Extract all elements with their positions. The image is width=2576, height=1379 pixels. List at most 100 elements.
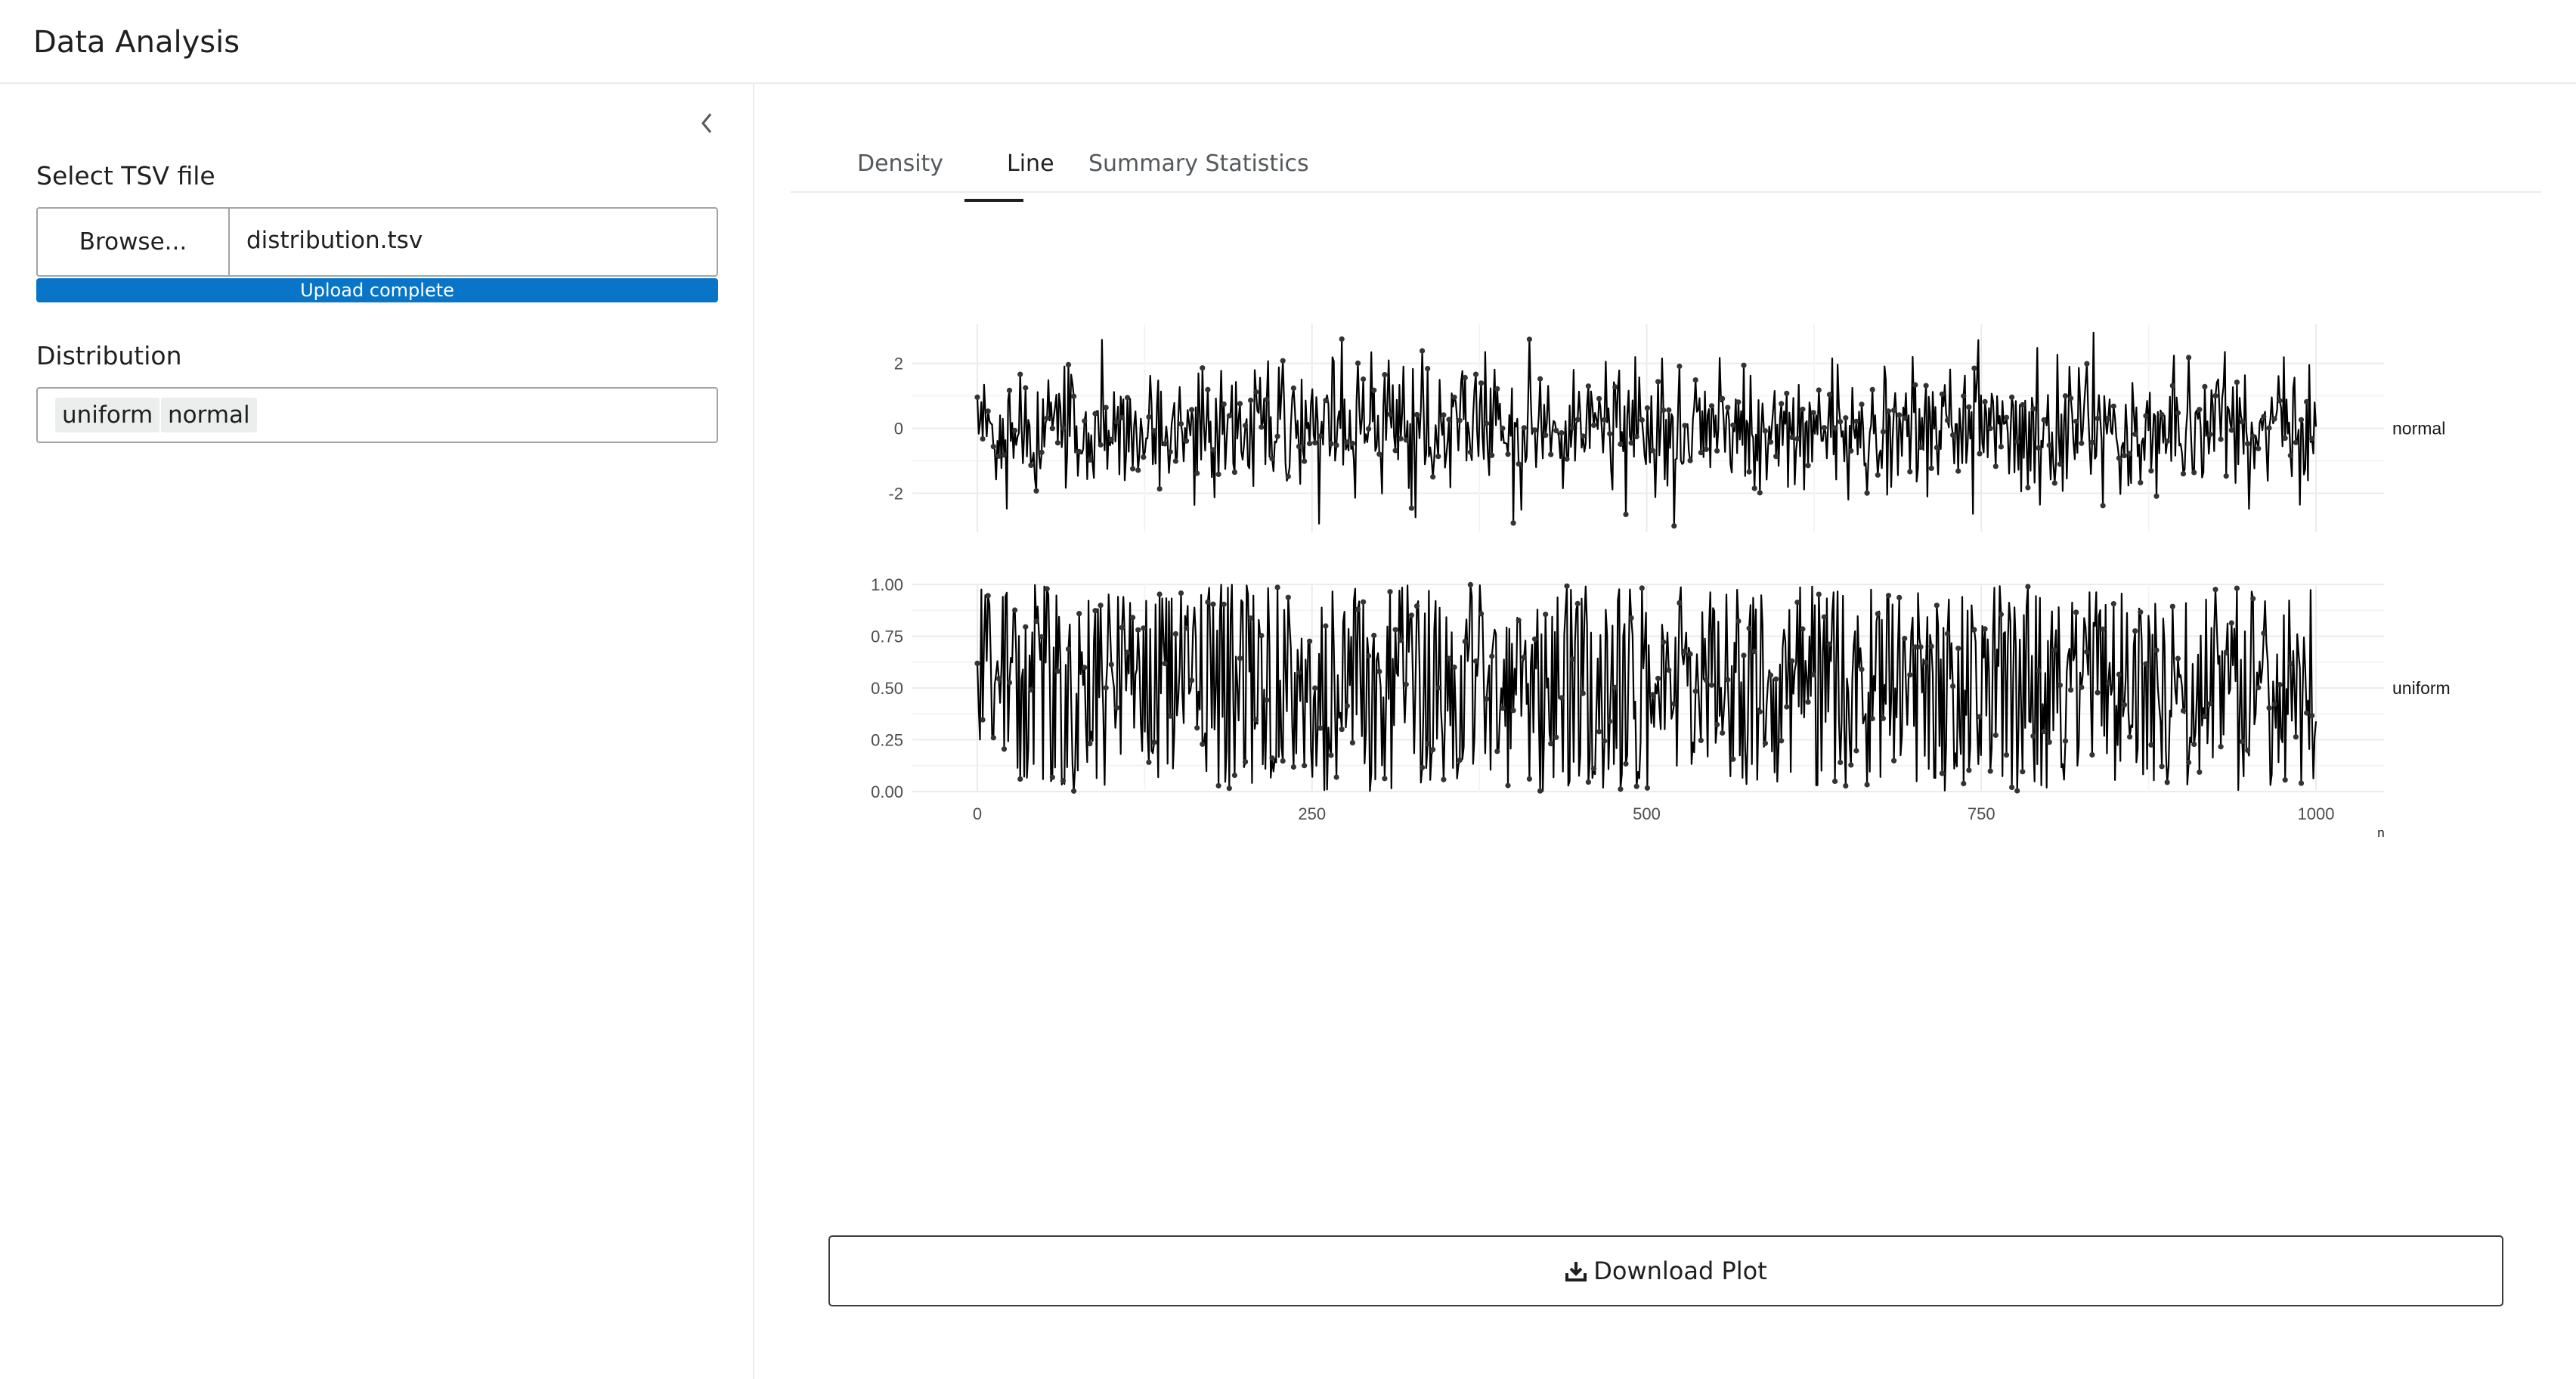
data-point [2148, 742, 2154, 748]
data-point [1590, 766, 1597, 772]
data-point [2148, 468, 2154, 474]
data-point [2020, 769, 2026, 775]
data-point [1537, 376, 1543, 382]
data-point [1167, 449, 1173, 455]
data-point [1698, 737, 1704, 743]
data-point [1569, 425, 1575, 431]
data-point [1725, 677, 1731, 683]
tab-summary-statistics[interactable]: Summary Statistics [1088, 150, 1309, 177]
data-point [1559, 695, 1565, 701]
data-point [2036, 668, 2042, 674]
data-point [2239, 739, 2246, 745]
data-point [2304, 710, 2310, 716]
data-point [1661, 639, 1667, 645]
y-tick-label: 1.00 [871, 575, 903, 594]
data-point [1553, 734, 1559, 740]
data-point [2164, 438, 2170, 445]
data-point [985, 408, 991, 414]
data-point [1307, 638, 1313, 644]
data-point [1028, 462, 1034, 468]
data-point [1151, 739, 1157, 745]
data-point [2057, 461, 2063, 467]
data-point [1794, 435, 1800, 442]
data-point [1467, 581, 1473, 588]
data-point [2051, 647, 2057, 653]
data-point [1655, 379, 1661, 385]
data-point [1982, 626, 1988, 632]
data-point [2164, 779, 2170, 786]
download-plot-button[interactable]: Download Plot [828, 1235, 2503, 1306]
data-point [1167, 713, 1173, 719]
data-point [1505, 451, 1511, 457]
data-point [1039, 449, 1045, 455]
data-point [1596, 395, 1602, 401]
data-point [980, 717, 986, 723]
data-point [1172, 631, 1178, 637]
data-point [1172, 458, 1178, 464]
file-input[interactable]: Browse... distribution.tsv [36, 207, 718, 277]
y-tick-label: 0.75 [871, 628, 903, 646]
data-point [1082, 418, 1088, 424]
data-point [2143, 413, 2149, 419]
data-point [2138, 609, 2144, 615]
data-point [1934, 603, 1940, 609]
file-name-field[interactable]: distribution.tsv [246, 227, 423, 254]
data-point [1494, 748, 1500, 755]
data-point [1457, 417, 1463, 423]
data-point [1928, 643, 1934, 649]
data-point [1810, 410, 1816, 416]
data-point [1392, 448, 1398, 454]
selected-item-uniform[interactable]: uniform [55, 398, 160, 432]
data-point [1666, 667, 1672, 673]
data-point [2025, 584, 2031, 590]
data-point [1451, 394, 1457, 401]
data-point [1135, 467, 1141, 473]
sidebar: Select TSV file Browse... distribution.t… [0, 84, 754, 1379]
selected-item-normal[interactable]: normal [161, 398, 257, 432]
data-point [1478, 611, 1485, 617]
data-point [2073, 609, 2079, 615]
distribution-select[interactable]: uniform normal [36, 387, 718, 443]
data-point [1559, 430, 1565, 436]
data-point [1451, 665, 1457, 671]
data-point [1060, 778, 1067, 784]
data-point [1580, 433, 1586, 439]
data-point [1671, 701, 1677, 707]
collapse-sidebar-button[interactable] [691, 107, 724, 140]
data-point [1590, 422, 1597, 428]
data-point [2079, 684, 2085, 690]
data-point [1746, 625, 1752, 631]
data-point [1071, 788, 1077, 794]
data-point [1162, 441, 1168, 447]
x-tick-label: 250 [1298, 804, 1326, 823]
file-label: Select TSV file [36, 161, 215, 191]
data-point [1639, 417, 1645, 423]
data-point [2250, 596, 2256, 602]
browse-button[interactable]: Browse... [38, 209, 230, 275]
data-point [2234, 585, 2240, 591]
data-point [1767, 439, 1774, 445]
data-point [1934, 445, 1940, 451]
data-point [2030, 406, 2036, 412]
data-point [2271, 701, 2277, 707]
data-point [1618, 786, 1624, 792]
tab-line[interactable]: Line [1007, 150, 1054, 177]
data-point [1151, 428, 1157, 434]
data-point [2110, 403, 2116, 409]
data-point [1543, 432, 1549, 438]
download-plot-label: Download Plot [1593, 1257, 1767, 1285]
data-point [1655, 675, 1661, 681]
data-point [2266, 425, 2272, 431]
data-point [2212, 587, 2218, 593]
data-point [1039, 634, 1045, 640]
data-point [1103, 685, 1109, 691]
data-point [1698, 450, 1704, 456]
data-point [2062, 738, 2069, 744]
data-point [2277, 682, 2283, 688]
data-point [1033, 488, 1039, 494]
data-point [1425, 366, 1431, 372]
tab-density[interactable]: Density [857, 150, 944, 177]
data-point [1060, 425, 1067, 431]
data-point [1666, 407, 1672, 413]
data-point [1392, 627, 1398, 633]
